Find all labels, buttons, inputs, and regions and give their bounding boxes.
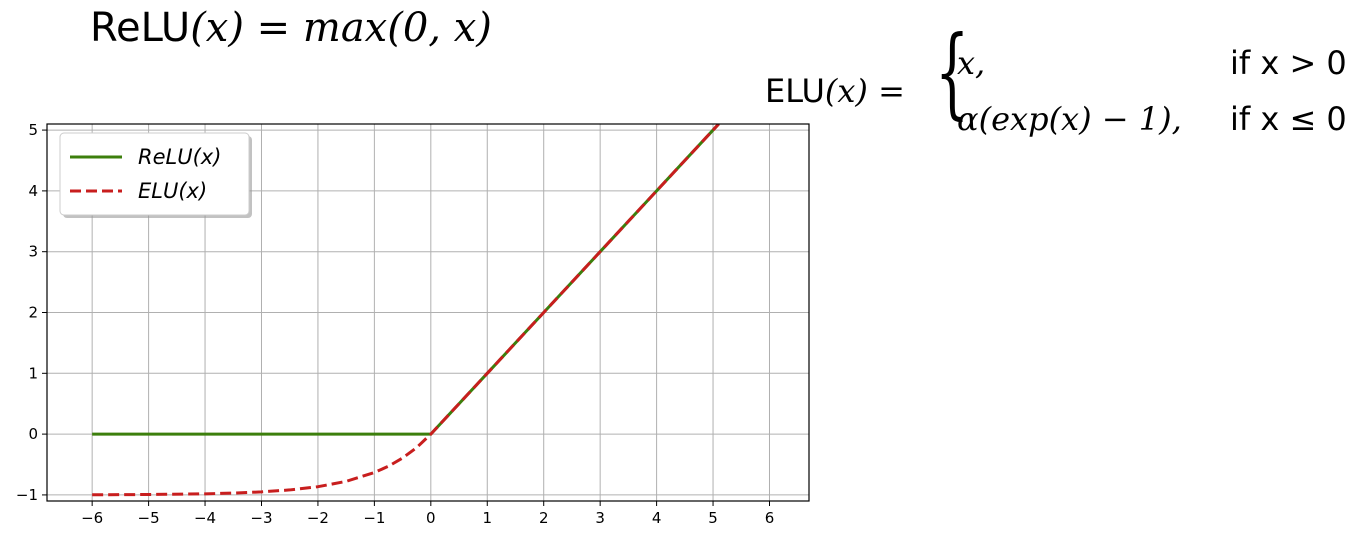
x-tick-label-3: −3 [250, 509, 272, 527]
series-line-1 [92, 124, 720, 497]
x-tick-label-7: 1 [482, 509, 492, 527]
elu-case2-cond: if x ≤ 0 [1230, 100, 1347, 138]
relu-formula: ReLU(x) = max(0, x) [90, 2, 492, 54]
x-tick-label-2: −4 [194, 509, 216, 527]
y-tick-label-3: 2 [28, 304, 38, 322]
elu-case1-cond: if x > 0 [1230, 44, 1347, 82]
elu-case2-expr: α(exp(x) − 1), [957, 100, 1182, 138]
elu-formula-lhs: ELU(x) = [765, 72, 905, 110]
y-tick-label-6: 5 [28, 121, 38, 139]
y-tick-label-2: 1 [28, 364, 38, 382]
elu-case1-expr: x, [957, 44, 986, 82]
x-tick-label-10: 4 [652, 509, 662, 527]
y-tick-label-4: 3 [28, 243, 38, 261]
x-tick-label-12: 6 [765, 509, 775, 527]
legend-label-1: ELU(x) [138, 179, 207, 203]
x-tick-label-9: 3 [595, 509, 605, 527]
legend-box [59, 132, 250, 216]
x-tick-label-0: −6 [81, 509, 103, 527]
legend-label-0: ReLU(x) [138, 145, 221, 169]
x-tick-label-4: −2 [307, 509, 329, 527]
x-tick-label-8: 2 [539, 509, 549, 527]
relu-formula-body: (x) = max(0, x) [190, 5, 492, 51]
y-tick-label-0: −1 [16, 486, 38, 504]
x-tick-label-1: −5 [138, 509, 160, 527]
elu-formula-lhs-rest: (x) = [824, 72, 905, 110]
x-tick-label-11: 5 [708, 509, 718, 527]
elu-formula-name: ELU [765, 72, 825, 110]
relu-formula-name: ReLU [90, 5, 191, 51]
y-tick-label-5: 4 [28, 182, 38, 200]
y-tick-label-1: 0 [28, 425, 38, 443]
x-tick-label-5: −1 [363, 509, 385, 527]
elu-brace: { [935, 16, 970, 130]
x-tick-label-6: 0 [426, 509, 436, 527]
